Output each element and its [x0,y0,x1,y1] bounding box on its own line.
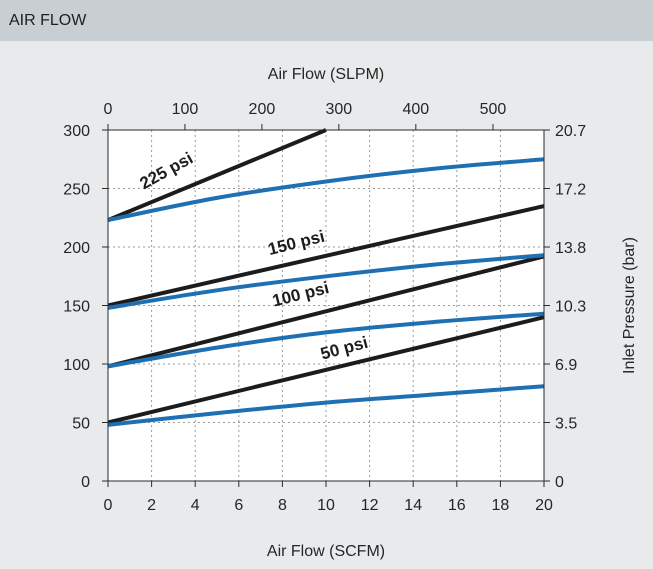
panel-header: AIR FLOW [0,0,653,41]
x-tick-label: 20 [535,497,553,514]
x-tick-label: 12 [361,497,379,514]
flow-curve [107,384,545,427]
x-tick-label: 16 [448,497,466,514]
right-tick-label: 3.5 [555,416,577,433]
x-axis-title: Air Flow (SCFM) [267,543,385,560]
y-tick-label: 50 [72,416,90,433]
right-tick-label: 0 [555,474,564,491]
right-tick-label: 13.8 [555,240,586,257]
y-tick-label: 150 [63,299,90,316]
flow-curve [107,311,545,369]
x-tick-label: 2 [147,497,156,514]
x-tick-label: 4 [191,497,200,514]
y-tick-label: 0 [81,474,90,491]
x-tick-label: 18 [492,497,510,514]
pressure-line [107,315,545,425]
flow-curve [107,253,545,310]
grid-lines [108,130,544,481]
x-tick-label: 14 [404,497,422,514]
right-tick-label: 10.3 [555,299,586,316]
right-axis-title: Inlet Pressure (bar) [621,237,638,374]
x-tick-label: 6 [234,497,243,514]
top-tick-label: 100 [172,101,199,118]
y-tick-label: 200 [63,240,90,257]
flow-curve [107,157,545,223]
x-tick-label: 0 [104,497,113,514]
top-tick-label: 500 [480,101,507,118]
series-lines [107,128,545,427]
right-tick-label: 20.7 [555,123,586,140]
y-tick-label: 250 [63,182,90,199]
pressure-line [107,128,327,222]
right-tick-label: 17.2 [555,182,586,199]
y-tick-label: 100 [63,357,90,374]
pressure-line [107,204,545,308]
x-tick-label: 10 [317,497,335,514]
panel-title: AIR FLOW [9,12,87,29]
right-tick-label: 6.9 [555,357,577,374]
top-tick-label: 200 [249,101,276,118]
x-tick-label: 8 [278,497,287,514]
top-axis-title: Air Flow (SLPM) [268,66,384,83]
pressure-line [107,254,545,369]
top-tick-label: 0 [104,101,113,118]
top-tick-label: 300 [326,101,353,118]
y-tick-label: 300 [63,123,90,140]
top-tick-label: 400 [402,101,429,118]
